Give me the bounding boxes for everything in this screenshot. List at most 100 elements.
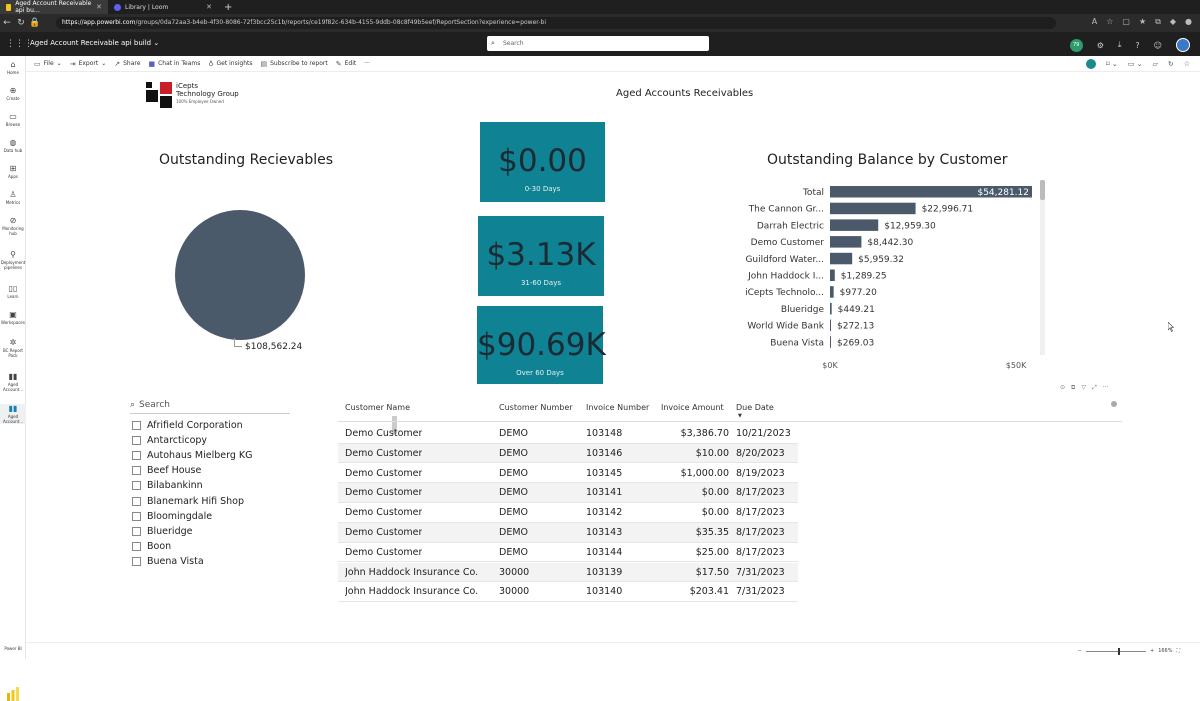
more-options-button[interactable]: ··· (364, 60, 370, 67)
checkbox[interactable] (132, 481, 141, 491)
zoom-slider-knob[interactable] (1117, 647, 1120, 655)
zoom-in-icon[interactable]: + (1149, 648, 1155, 654)
zoom-out-icon[interactable]: − (1077, 648, 1082, 654)
card-31-60-days[interactable]: $3.13K 31-60 Days (478, 216, 604, 296)
download-icon[interactable]: ⤓ (1117, 40, 1122, 49)
bar[interactable] (830, 186, 1032, 198)
bar[interactable] (830, 336, 832, 348)
favorite-icon[interactable]: ☆ (1183, 60, 1190, 68)
nav-create[interactable]: ⊕ Create (0, 86, 26, 101)
table-row[interactable]: John Haddock Insurance Co. 30000 103140 $20… (338, 582, 798, 603)
favorites-icon[interactable]: ★ (1138, 17, 1147, 26)
tab-loom[interactable]: Library | Loom ✕ (108, 0, 218, 14)
filter-icon[interactable]: ▽ (1081, 384, 1086, 391)
bar[interactable] (830, 252, 853, 265)
checkbox[interactable] (132, 466, 141, 476)
slicer-item[interactable]: Bilabankinn (132, 480, 203, 491)
bar[interactable] (830, 319, 832, 332)
nav-data-hub[interactable]: ◍ Data hub (0, 138, 26, 153)
more-icon[interactable]: ··· (1102, 384, 1109, 391)
share-button[interactable]: ↗ Share (114, 59, 141, 68)
slicer-search-input[interactable]: ⌕ Search (130, 400, 290, 414)
slicer-item[interactable]: Blanemark Hifi Shop (132, 496, 244, 507)
slicer-item[interactable]: Bloomingdale (132, 511, 212, 522)
table-row[interactable]: Demo Customer DEMO 103148 $3,386.70 10/21/20… (338, 424, 798, 444)
split-screen-icon[interactable]: ▢ (1122, 17, 1130, 26)
bar[interactable] (830, 202, 916, 215)
back-icon[interactable]: ← (3, 18, 11, 28)
nav-workspaces[interactable]: ▣ Workspaces (1, 310, 25, 325)
new-tab-icon[interactable]: + (224, 1, 233, 13)
favorite-star-icon[interactable]: ☆ (1106, 17, 1114, 26)
card-0-30-days[interactable]: $0.00 0-30 Days (480, 122, 605, 202)
bar[interactable] (830, 302, 832, 315)
extensions-icon[interactable]: ◆ (1169, 17, 1177, 26)
fit-page-icon[interactable]: ⛶ (1176, 648, 1180, 654)
checkbox[interactable] (132, 541, 141, 551)
col-invoice-amount[interactable]: Invoice Amount (661, 403, 724, 412)
slicer-item[interactable]: Boon (132, 541, 171, 552)
close-tab-icon[interactable]: ✕ (96, 3, 102, 11)
app-launcher-icon[interactable]: ⋮⋮⋮ (6, 39, 33, 49)
get-insights-button[interactable]: ♁ Get insights (208, 59, 253, 68)
scrollbar-thumb[interactable] (1040, 180, 1045, 200)
col-customer-number[interactable]: Customer Number (499, 403, 573, 412)
slicer-item[interactable]: Buena Vista (132, 556, 204, 567)
file-menu[interactable]: ▭ File ⌄ (34, 59, 62, 68)
nav-apps[interactable]: ⊞ Apps (0, 164, 26, 179)
user-avatar[interactable] (1176, 38, 1190, 52)
table-row[interactable]: Demo Customer DEMO 103144 $25.00 8/17/2023 (338, 543, 798, 563)
view-icon[interactable]: ▭ ⌄ (1127, 60, 1143, 68)
pie-slice[interactable] (175, 210, 305, 340)
checkbox[interactable] (132, 511, 141, 521)
url-field[interactable]: https://app.powerbi.com/groups/0da72aa3-… (56, 17, 1056, 29)
nav-metrics[interactable]: ♙ Metrics (0, 190, 26, 205)
nav-home[interactable]: ⌂ Home (0, 60, 26, 75)
nav-learn[interactable]: ▯▯ Learn (0, 284, 26, 299)
report-name-dropdown[interactable]: Aged Account Receivable api build ⌄ (30, 39, 160, 47)
nav-aged-account-2[interactable]: ▮▮ Aged Account... (0, 404, 26, 424)
refresh-icon[interactable]: ↻ (17, 18, 25, 28)
table-row[interactable]: Demo Customer DEMO 103141 $0.00 8/17/2023 (338, 483, 798, 504)
read-aloud-icon[interactable]: A (1091, 17, 1098, 26)
table-row[interactable]: Demo Customer DEMO 103145 $1,000.00 8/19/202… (338, 464, 798, 484)
profile-icon[interactable]: ● (1185, 17, 1192, 26)
bookmark-icon[interactable]: ⌑ ⌄ (1106, 60, 1118, 68)
copilot-icon[interactable] (1086, 59, 1097, 69)
bar[interactable] (830, 236, 862, 248)
slicer-item[interactable]: Autohaus Mielberg KG (132, 450, 252, 461)
nav-bc-report-pack[interactable]: ✲ BC Report Pack (0, 338, 26, 358)
table-row[interactable]: Demo Customer DEMO 103142 $0.00 8/17/2023 (338, 503, 798, 523)
subscribe-button[interactable]: ▤ Subscribe to report (260, 59, 328, 68)
powerbi-logo-icon[interactable] (6, 687, 20, 701)
chat-in-teams-button[interactable]: ■ Chat in Teams (148, 59, 201, 68)
checkbox[interactable] (132, 556, 141, 566)
bar[interactable] (830, 269, 835, 282)
table-row[interactable]: Demo Customer DEMO 103146 $10.00 8/20/2023 (338, 443, 798, 464)
bar[interactable] (830, 286, 834, 298)
slicer-item[interactable]: Blueridge (132, 526, 192, 537)
tab-aged-account[interactable]: Aged Account Receivable api bu… ✕ (0, 0, 108, 14)
checkbox[interactable] (132, 436, 141, 446)
checkbox[interactable] (132, 451, 141, 461)
table-scrollbar[interactable] (1111, 401, 1117, 407)
focus-mode-icon[interactable]: ⤢ (1091, 384, 1097, 391)
bar[interactable] (830, 219, 879, 231)
copy-icon[interactable]: ⧉ (1071, 384, 1076, 391)
nav-browse[interactable]: ▭ Browse (0, 112, 26, 127)
nav-monitoring-hub[interactable]: ⊘ Monitoring hub (0, 216, 26, 236)
col-invoice-number[interactable]: Invoice Number (586, 403, 650, 412)
nav-deployment-pipelines[interactable]: ⚲ Deployment pipelines (0, 250, 26, 270)
zoom-slider[interactable] (1085, 647, 1146, 655)
edit-button[interactable]: ✎ Edit (335, 59, 357, 68)
col-due-date[interactable]: Due Date (736, 403, 774, 412)
close-tab-icon[interactable]: ✕ (206, 3, 212, 11)
table-row[interactable]: John Haddock Insurance Co. 30000 103139 $17… (338, 562, 798, 583)
refresh-report-icon[interactable]: ↻ (1167, 60, 1174, 68)
checkbox[interactable] (132, 496, 141, 506)
search-input[interactable]: ⌕ Search (487, 36, 709, 51)
notifications-icon[interactable]: 79 (1069, 38, 1083, 52)
slicer-item[interactable]: Afrifield Corporation (132, 420, 243, 431)
table-row[interactable]: Demo Customer DEMO 103143 $35.35 8/17/2023 (338, 523, 798, 543)
comment-icon[interactable]: ▱ (1152, 60, 1158, 68)
